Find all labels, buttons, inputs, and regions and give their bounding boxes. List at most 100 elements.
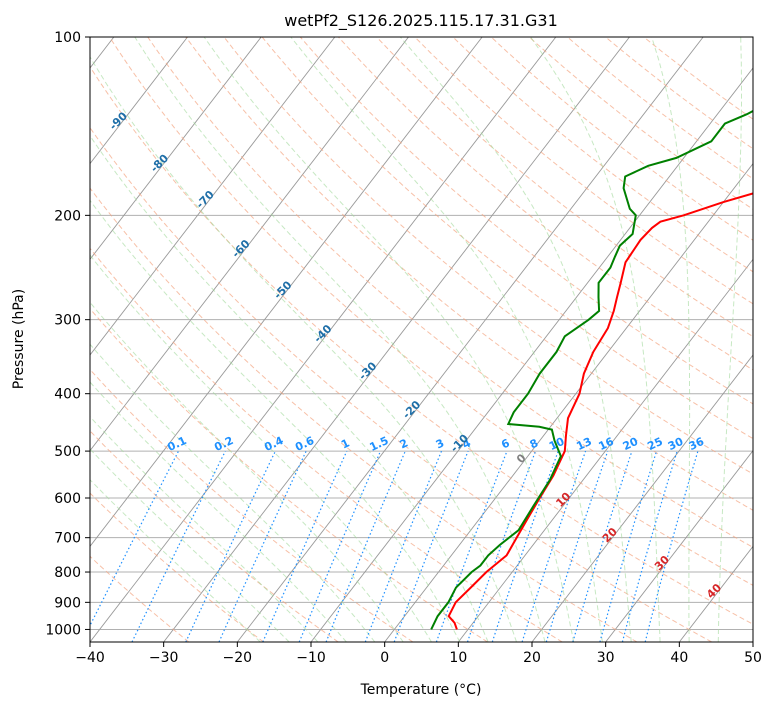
isotherm-line [90, 37, 483, 548]
mixing-ratio-line [218, 450, 307, 642]
moist-adiabat-line [90, 448, 290, 642]
mixing-ratio-line [491, 450, 559, 642]
y-axis-label: Pressure (hPa) [11, 289, 27, 389]
x-tick-label: 50 [744, 650, 762, 666]
isotherm-line [531, 354, 753, 642]
profile-series-line [447, 192, 753, 630]
dry-adiabat-line [528, 37, 753, 210]
chart-title: wetPf2_S126.2025.115.17.31.G31 [284, 11, 558, 31]
mixing-ratio-line [521, 450, 587, 642]
y-tick-label: 300 [54, 313, 81, 329]
moist-adiabat-line [90, 381, 347, 642]
dry-adiabat-line [90, 247, 563, 642]
mixing-ratio-label: 13 [574, 435, 593, 453]
mixing-ratio-line [572, 450, 633, 642]
isotherm-line [605, 449, 753, 642]
mixing-ratio-label: 30 [666, 435, 686, 453]
mixing-ratio-label: 16 [597, 435, 617, 453]
dry-adiabat-line [90, 126, 712, 642]
profile-series [430, 109, 753, 630]
isotherm-line [90, 37, 557, 642]
moist-adiabat-line [290, 37, 603, 642]
x-tick-label: 30 [597, 650, 615, 666]
isotherm-line [310, 67, 753, 642]
y-tick-label: 100 [54, 30, 81, 46]
dry-adiabat-line [223, 37, 753, 475]
dry-adiabat-line [414, 37, 753, 305]
x-axis-label: Temperature (°C) [360, 682, 482, 698]
plot-frame [89, 36, 754, 643]
dry-adiabat-line [90, 368, 414, 642]
moist-adiabat-line [717, 37, 742, 642]
mixing-ratio-line [621, 450, 678, 642]
y-tick-label: 400 [54, 387, 81, 403]
moist-adiabat-line [90, 134, 489, 642]
y-tick-label: 200 [54, 208, 81, 224]
y-tick-label: 1000 [45, 622, 81, 638]
dry-adiabat-line [490, 37, 753, 241]
x-tick-label: −30 [149, 650, 179, 666]
mixing-ratio-line [435, 450, 508, 642]
mixing-ratio-line [298, 450, 382, 642]
isotherm-line [384, 162, 753, 642]
dry-adiabat-line [90, 187, 638, 642]
moist-adiabat-line [90, 199, 461, 642]
mixing-ratio-line [185, 450, 276, 642]
mixing-ratio-label: 10 [547, 435, 567, 453]
pressure-gridlines [90, 37, 753, 630]
dry-adiabat-line [261, 37, 753, 440]
moist-adiabat-line [90, 415, 319, 642]
moist-adiabat-line [399, 37, 632, 642]
x-tick-label: −40 [75, 650, 105, 666]
isotherm-line [90, 37, 336, 356]
dry-adiabat-line [338, 37, 753, 371]
y-axis-ticks: 1000 900 800 700 600 500 400 300 200 100 [45, 30, 90, 638]
x-tick-label: 40 [670, 650, 688, 666]
mixing-ratio-line [644, 450, 699, 642]
moist-adiabat-line [134, 37, 546, 642]
dry-adiabat-line [147, 37, 753, 548]
dry-adiabat-line [605, 37, 753, 150]
moist-adiabat-line [203, 37, 575, 642]
isotherm-line [90, 37, 188, 165]
moist-adiabat-line [90, 301, 404, 642]
moist-adiabat-line [651, 37, 691, 642]
mixing-ratio-line [325, 450, 406, 642]
y-tick-label: 800 [54, 565, 81, 581]
moist-adiabat-line [90, 254, 432, 642]
isotherm-line [236, 37, 704, 642]
moist-adiabat-line [530, 37, 661, 642]
x-tick-label: 20 [523, 650, 541, 666]
y-tick-label: 600 [54, 491, 81, 507]
mixing-ratio-label: 25 [645, 435, 664, 453]
isotherm-line [90, 37, 409, 452]
mixing-ratio-line [466, 450, 537, 642]
mixing-ratio-line [599, 450, 658, 642]
dry-adiabat-line [90, 65, 753, 625]
isotherm-line [90, 37, 262, 261]
dry-adiabat-line [567, 37, 753, 180]
y-tick-label: 700 [54, 531, 81, 547]
x-tick-label: −20 [223, 650, 253, 666]
mixing-ratio-label: 36 [687, 435, 707, 453]
mixing-ratio-label: 20 [621, 435, 641, 453]
profile-series-line [430, 109, 753, 630]
x-axis-ticks: −40 −30 −20 −10 0 10 20 30 40 50 [75, 642, 762, 666]
plot-area: 0.10.20.40.611.52346810131620253036-100-… [90, 37, 753, 642]
dry-adiabat-line [299, 37, 753, 405]
y-tick-label: 500 [54, 444, 81, 460]
mixing-ratio-line [545, 450, 609, 642]
x-tick-label: 0 [380, 650, 389, 666]
mixing-ratio-lines [90, 450, 699, 642]
dry-adiabat-line [185, 37, 753, 511]
x-tick-label: −10 [296, 650, 326, 666]
isotherm-line [457, 258, 753, 642]
mixing-ratio-line [131, 450, 226, 642]
x-tick-label: 10 [449, 650, 467, 666]
moist-adiabats [90, 37, 742, 642]
skewed-isotherms [90, 37, 753, 642]
dry-adiabat-line [90, 430, 339, 642]
moist-adiabat-line [90, 479, 261, 642]
moist-adiabat-line [90, 55, 517, 642]
isotherm-line [163, 37, 630, 642]
